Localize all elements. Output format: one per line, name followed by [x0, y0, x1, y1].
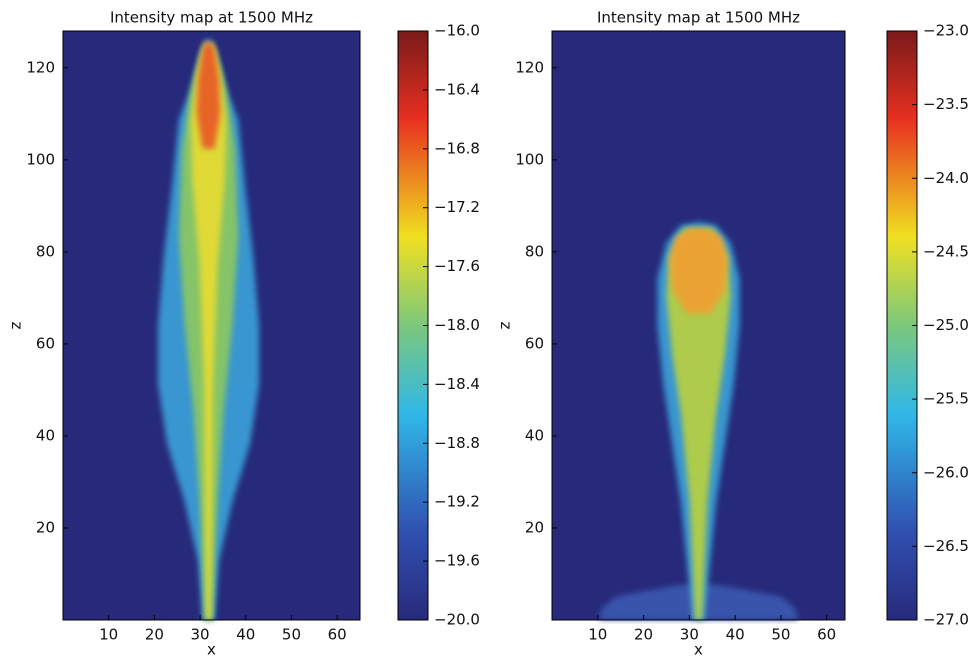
y-tick-label: 60 — [525, 334, 544, 352]
colorbar-tick-label: −20.0 — [434, 611, 480, 629]
y-tick-label: 100 — [26, 150, 55, 168]
y-tick-label: 60 — [36, 334, 55, 352]
colorbar-tick-label: −26.5 — [923, 537, 969, 555]
chart-title: Intensity map at 1500 MHz — [597, 9, 800, 27]
colorbar-tick-label: −25.5 — [923, 390, 969, 408]
y-axis-label: z — [7, 321, 25, 329]
plume — [666, 228, 731, 620]
colorbar-tick-label: −24.5 — [923, 242, 969, 260]
y-tick-label: 120 — [515, 58, 544, 76]
y-tick-label: 40 — [525, 426, 544, 444]
colorbar-tick-label: −23.5 — [923, 95, 969, 113]
colorbar-tick-label: −19.6 — [434, 552, 480, 570]
plume — [196, 42, 221, 149]
x-tick-label: 30 — [191, 626, 210, 644]
colorbar-tick-label: −16.8 — [434, 139, 480, 157]
x-tick-label: 30 — [680, 626, 699, 644]
chart-title: Intensity map at 1500 MHz — [110, 9, 313, 27]
colorbar-tick-label: −19.2 — [434, 493, 480, 511]
plume — [190, 42, 227, 620]
y-tick-label: 120 — [26, 58, 55, 76]
y-tick-label: 80 — [36, 242, 55, 260]
x-tick-label: 40 — [726, 626, 745, 644]
colorbar-tick-label: −18.4 — [434, 375, 480, 393]
colorbar-tick-label: −16.4 — [434, 80, 480, 98]
colorbar-tick-label: −16.0 — [434, 22, 480, 40]
plume — [669, 228, 728, 314]
y-tick-label: 80 — [525, 242, 544, 260]
x-tick-label: 60 — [328, 626, 347, 644]
plot-frame — [551, 30, 846, 621]
y-tick-label: 40 — [36, 426, 55, 444]
colorbar-tick-label: −24.0 — [923, 169, 969, 187]
x-tick-label: 10 — [99, 626, 118, 644]
x-tick-label: 60 — [817, 626, 836, 644]
x-axis-label: x — [694, 641, 703, 657]
x-tick-label: 50 — [771, 626, 790, 644]
x-tick-label: 40 — [236, 626, 255, 644]
x-tick-label: 50 — [282, 626, 301, 644]
colorbar-tick-label: −23.0 — [923, 22, 969, 40]
y-axis-label: z — [496, 321, 514, 329]
x-axis-label: x — [207, 641, 216, 657]
x-tick-label: 20 — [145, 626, 164, 644]
y-tick-label: 100 — [515, 150, 544, 168]
colorbar-tick-label: −18.0 — [434, 316, 480, 334]
colorbar-tick-label: −25.0 — [923, 316, 969, 334]
colorbar-tick-label: −18.8 — [434, 434, 480, 452]
colorbar-tick-label: −17.2 — [434, 198, 480, 216]
x-tick-label: 10 — [588, 626, 607, 644]
colorbar-tick-label: −27.0 — [923, 611, 969, 629]
colorbar-tick-label: −17.6 — [434, 257, 480, 275]
y-tick-label: 20 — [525, 518, 544, 536]
colorbar-tick-label: −26.0 — [923, 463, 969, 481]
plot-frame — [62, 30, 361, 621]
x-tick-label: 20 — [634, 626, 653, 644]
y-tick-label: 20 — [36, 518, 55, 536]
